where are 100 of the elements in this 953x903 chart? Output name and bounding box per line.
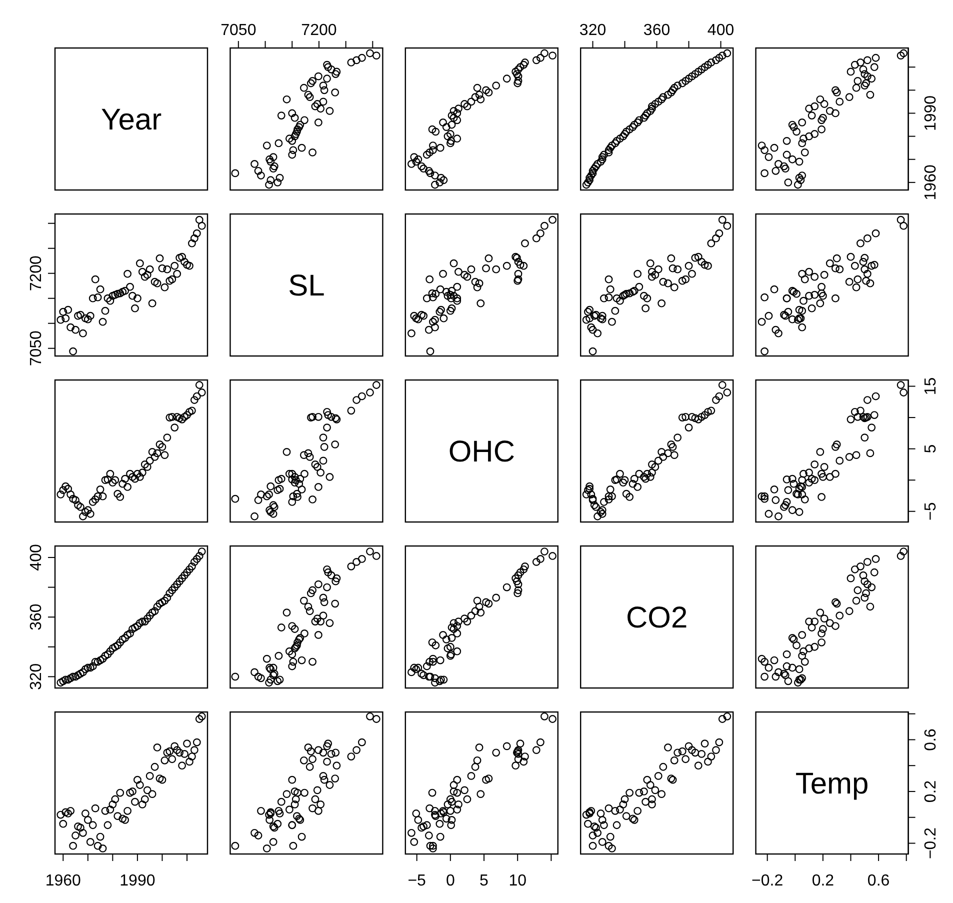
point [678,276,686,285]
point [285,806,294,814]
point [96,832,104,841]
point [331,600,340,608]
point [170,262,179,270]
point [114,812,122,820]
point [872,555,880,563]
point [288,109,296,118]
point [795,306,804,314]
point [111,476,120,484]
point [626,493,634,501]
point [471,93,480,102]
point [276,810,284,818]
point [606,144,614,152]
text: OHC [448,436,515,468]
point [463,618,472,626]
point [453,776,462,784]
y-tick-label: 400 [28,544,45,571]
point [870,568,878,576]
point [84,816,92,824]
point [784,486,792,494]
point [288,662,296,670]
point [795,484,804,493]
point [770,285,778,294]
point [140,618,149,626]
point [784,677,792,686]
point [596,158,605,166]
point [414,315,422,324]
point [265,810,273,819]
point [646,259,654,268]
point [178,762,186,770]
point [484,600,493,608]
point [160,756,169,764]
point [447,294,456,302]
point [314,806,322,815]
point [770,486,778,494]
point [788,474,796,483]
point [323,60,331,69]
point [471,607,480,616]
point [198,222,206,230]
point [140,795,149,804]
point [298,486,306,494]
point [126,282,134,291]
point [407,160,416,168]
point [795,174,804,182]
point [188,239,196,248]
point [282,790,291,798]
point [548,715,556,723]
point [810,290,819,299]
point [428,638,436,646]
x-tick-label: 400 [707,22,734,39]
point [323,565,331,574]
point [453,806,462,814]
point [521,239,529,248]
point [166,589,174,598]
point [482,86,490,94]
point [594,828,602,837]
point [140,272,149,281]
point [781,164,790,173]
point [808,624,816,632]
point [96,486,104,494]
point [810,130,819,138]
x-tick-label: 0.6 [867,872,890,890]
point [863,558,872,566]
point [475,279,484,288]
point [418,310,426,319]
point [760,146,769,154]
point [818,114,827,122]
point [648,800,656,808]
point [292,130,300,138]
point [180,571,188,580]
point [166,414,174,422]
point [770,144,778,152]
point [800,296,808,305]
point [262,492,271,500]
point [56,490,65,498]
point [704,758,712,766]
point [332,70,340,78]
point [532,234,540,242]
point [128,292,136,300]
point [448,120,456,129]
point [694,252,702,261]
point [158,442,166,451]
point [780,503,788,511]
point [366,712,374,720]
point [76,824,84,832]
point [106,806,114,814]
point [366,548,374,556]
point [148,299,156,308]
point [300,630,308,638]
point [64,676,72,684]
point [320,86,328,94]
point [450,619,458,627]
point [59,308,68,316]
point [78,668,87,676]
point [772,166,780,175]
point [274,178,282,186]
point [670,84,678,92]
point [323,758,331,766]
point [111,642,120,651]
